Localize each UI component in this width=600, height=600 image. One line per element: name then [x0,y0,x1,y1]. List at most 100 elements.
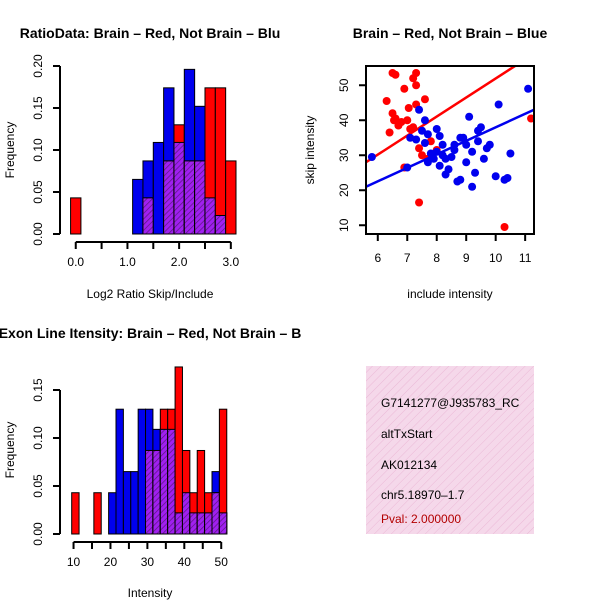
point-not-brain [432,125,441,133]
point-not-brain [524,84,533,93]
bar-overlap [174,512,183,535]
point-not-brain [471,168,480,177]
bar-overlap [181,492,191,535]
bar-overlap [204,197,216,235]
bar-overlap [142,197,154,235]
y-tick-label: 0.15 [31,96,45,120]
bar-brain [71,492,80,535]
bar-overlap [189,512,198,535]
bar-not-brain [152,141,165,235]
x-tick-label: 9 [463,251,470,265]
bar-overlap [183,160,196,235]
bar-brain [70,197,82,235]
bar-overlap [194,160,206,235]
point-not-brain [494,100,503,109]
x-tick-label: 20 [104,555,118,569]
info-location: chr5.18970–1.7 [381,488,465,502]
x-tick-label: 30 [141,555,155,569]
bar-overlap [145,449,154,535]
y-tick-label: 30 [337,148,351,162]
y-tick-label: 0.05 [31,180,45,204]
bar-not-brain [115,408,124,535]
point-brain [420,95,429,104]
axes: 0.0 1.0 2.0 3.0 0.00 0.05 0.10 0.15 0.20 [31,54,239,269]
ratio-histogram: RatioData: Brain – Red, Not Brain – Blu … [3,25,280,301]
bar-overlap [218,512,228,535]
y-axis-label: Frequency [3,122,17,179]
y-tick-label: 0.10 [31,426,45,450]
fit-line-brain [366,66,518,164]
info-event-id: G7141277@J935783_RC [381,396,520,410]
y-tick-label: 0.00 [31,522,45,546]
point-not-brain [503,174,512,182]
y-axis-label: Frequency [3,422,17,479]
bar-brain [174,366,183,535]
x-axis-label: include intensity [407,287,492,301]
point-brain [404,104,413,112]
point-not-brain [465,112,474,121]
bar-overlap [159,428,169,535]
plot-frame [365,65,535,235]
point-brain [400,84,409,93]
point-not-brain [474,126,482,135]
y-tick-label: 20 [337,183,351,197]
point-not-brain [415,105,424,114]
point-brain [418,151,426,160]
x-tick-label: 11 [519,251,532,265]
info-pval: Pval: 2.000000 [381,512,461,526]
point-not-brain [420,139,429,147]
y-tick-label: 50 [337,78,351,92]
x-tick-label: 10 [67,555,81,569]
point-not-brain [420,116,429,125]
point-brain [385,128,394,137]
bar-overlap [152,449,161,535]
point-brain [412,69,421,77]
point-not-brain [456,133,465,142]
info-panel: G7141277@J935783_RC altTxStart AK012134 … [366,366,534,534]
x-tick-label: 8 [433,251,440,265]
y-tick-label: 0.00 [31,222,45,246]
y-tick-label: 10 [337,218,351,232]
x-tick-label: 1.0 [119,255,136,269]
chart-title: Brain – Red, Not Brain – Blue [353,25,548,41]
point-not-brain [367,153,376,161]
point-not-brain [485,140,494,149]
point-not-brain [479,154,488,163]
bar-overlap [173,141,185,235]
bar-group [71,366,228,535]
point-brain [415,144,424,153]
point-brain [415,198,424,207]
bar-brain [93,492,102,535]
bar-overlap [196,512,206,535]
point-not-brain [441,154,450,163]
info-event-type: altTxStart [381,427,433,441]
axes: 10 20 30 40 50 0.00 0.05 0.10 0.15 [31,378,228,569]
y-tick-label: 0.10 [31,138,45,162]
bar-brain [214,87,227,235]
point-not-brain [435,132,444,140]
point-not-brain [444,165,453,174]
point-brain [382,97,391,105]
x-tick-label: 6 [374,251,381,265]
point-brain [391,70,400,79]
x-tick-label: 7 [404,251,411,265]
point-brain [412,81,421,90]
point-group [366,66,534,231]
bar-overlap [204,512,213,535]
point-not-brain [418,126,426,135]
bar-overlap [167,428,176,535]
x-tick-label: 50 [215,555,229,569]
point-not-brain [468,182,477,191]
info-accession: AK012134 [381,458,437,472]
point-brain [500,223,509,231]
point-brain [390,116,398,125]
axes: 6 7 8 9 10 11 10 20 30 40 50 [337,65,535,265]
point-not-brain [435,161,444,170]
bar-overlap [163,160,175,235]
point-not-brain [474,137,482,146]
x-tick-label: 2.0 [171,255,188,269]
intensity-histogram: Exon Line Itensity: Brain – Red, Not Bra… [0,325,301,600]
x-tick-label: 0.0 [67,255,84,269]
point-not-brain [406,133,415,142]
point-not-brain [468,147,477,156]
